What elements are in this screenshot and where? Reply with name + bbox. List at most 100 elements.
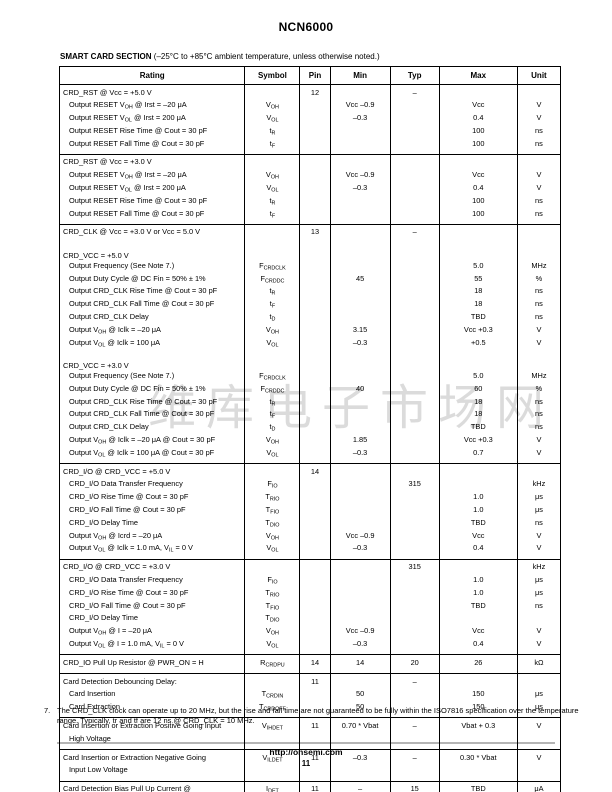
cell-pin bbox=[299, 543, 331, 560]
cell-unit: ns bbox=[516, 208, 562, 225]
cell-symbol: TDIO bbox=[244, 613, 301, 627]
table-row: Card Insertion or Extraction Positive Go… bbox=[58, 717, 562, 734]
table-row: Output VOH @ I = –20 μA VOH Vcc –0.9 Vcc V bbox=[58, 626, 562, 639]
cell-unit: ns bbox=[516, 138, 562, 155]
cell-rating: Card Detection Bias Pull Up Current @ bbox=[58, 781, 246, 792]
cell-symbol: VOH bbox=[244, 170, 301, 184]
cell-typ bbox=[389, 371, 440, 384]
table-row: Card Detection Debouncing Delay: 11 – bbox=[58, 673, 562, 690]
cell-unit: μA bbox=[516, 781, 562, 792]
cell-min bbox=[329, 396, 391, 410]
header-unit: Unit bbox=[516, 66, 562, 85]
cell-unit: ns bbox=[516, 195, 562, 209]
cell-unit: μs bbox=[516, 505, 562, 518]
cell-symbol: tF bbox=[244, 138, 301, 155]
cell-symbol: VOL bbox=[244, 183, 301, 196]
table-row: Output RESET VOH @ Irst = –20 μA VOH Vcc –… bbox=[58, 100, 562, 114]
cell-rating: Output RESET VOH @ Irst = –20 μA bbox=[58, 100, 246, 114]
cell-unit: V bbox=[516, 530, 562, 544]
cell-pin bbox=[299, 396, 331, 410]
cell-typ bbox=[389, 587, 440, 601]
table-row: CRD_VCC = +5.0 V bbox=[58, 250, 562, 261]
cell-typ bbox=[389, 240, 440, 251]
cell-symbol: VOL bbox=[244, 113, 301, 126]
cell-max: 55 bbox=[438, 273, 518, 287]
cell-typ bbox=[389, 765, 440, 782]
cell-rating: CRD_I/O Rise Time @ Cout = 30 pF bbox=[58, 492, 246, 505]
cell-rating: Input Low Voltage bbox=[58, 765, 246, 782]
cell-max: 18 bbox=[438, 286, 518, 300]
table-row: CRD_I/O Rise Time @ Cout = 30 pF TRIO 1.0 μ… bbox=[58, 587, 562, 601]
cell-rating: CRD_I/O Data Transfer Frequency bbox=[58, 574, 246, 588]
cell-pin bbox=[299, 479, 331, 493]
cell-max bbox=[438, 350, 518, 361]
cell-min bbox=[329, 154, 391, 171]
cell-typ bbox=[389, 492, 440, 505]
cell-max bbox=[438, 250, 518, 261]
cell-min bbox=[329, 733, 391, 750]
cell-unit: ns bbox=[516, 125, 562, 139]
cell-min: – bbox=[329, 781, 391, 792]
cell-rating: Card Insertion or Extraction Positive Go… bbox=[58, 717, 246, 734]
cell-typ bbox=[389, 702, 440, 718]
cell-pin bbox=[299, 733, 331, 750]
cell-typ: – bbox=[389, 224, 440, 241]
cell-min: –0.3 bbox=[329, 543, 391, 560]
cell-min: Vcc –0.9 bbox=[329, 170, 391, 184]
cell-max bbox=[438, 240, 518, 251]
cell-typ bbox=[389, 505, 440, 518]
cell-unit: ns bbox=[516, 286, 562, 300]
cell-typ bbox=[389, 208, 440, 225]
cell-symbol: FIO bbox=[244, 574, 301, 588]
cell-typ: 15 bbox=[389, 781, 440, 792]
section-heading-note: (–25°C to +85°C ambient temperature, unl… bbox=[151, 52, 380, 61]
header-max: Max bbox=[438, 66, 518, 85]
cell-max: 0.4 bbox=[438, 113, 518, 126]
cell-pin bbox=[299, 337, 331, 351]
cell-pin bbox=[299, 587, 331, 601]
table-row: Output VOL @ Iclk = 100 μA VOL –0.3 +0.5 V bbox=[58, 337, 562, 351]
table-row: Output RESET Fall Time @ Cout = 30 pF tF 1… bbox=[58, 208, 562, 225]
cell-pin bbox=[299, 125, 331, 139]
table-section: CRD_RST @ Vcc = +3.0 V Output RESET VOH @… bbox=[58, 154, 562, 225]
cell-min bbox=[329, 195, 391, 209]
cell-max bbox=[438, 765, 518, 782]
cell-symbol: FIO bbox=[244, 479, 301, 493]
cell-min: 50 bbox=[329, 689, 391, 703]
cell-min bbox=[329, 250, 391, 261]
cell-max: 0.7 bbox=[438, 447, 518, 464]
cell-min bbox=[329, 240, 391, 251]
cell-max: 100 bbox=[438, 138, 518, 155]
cell-typ bbox=[389, 350, 440, 361]
cell-min bbox=[329, 224, 391, 241]
cell-symbol: VIHDET bbox=[244, 717, 301, 734]
cell-max bbox=[438, 360, 518, 372]
cell-symbol: tF bbox=[244, 299, 301, 313]
footnote: 7. The CRD_CLK clock can operate up to 2… bbox=[44, 706, 584, 726]
cell-pin bbox=[299, 626, 331, 639]
cell-pin bbox=[299, 170, 331, 184]
cell-symbol: VOH bbox=[244, 324, 301, 338]
cell-min: 14 bbox=[329, 654, 391, 674]
cell-pin bbox=[299, 273, 331, 287]
cell-max bbox=[438, 559, 518, 575]
cell-typ bbox=[389, 183, 440, 196]
cell-min: –0.3 bbox=[329, 113, 391, 126]
cell-typ bbox=[389, 337, 440, 351]
cell-typ bbox=[389, 260, 440, 274]
cell-symbol: tF bbox=[244, 208, 301, 225]
table-section: Card Detection Debouncing Delay: 11– Card … bbox=[58, 673, 562, 718]
cell-symbol: VOH bbox=[244, 100, 301, 114]
cell-typ: 20 bbox=[389, 654, 440, 674]
cell-min bbox=[329, 479, 391, 493]
cell-unit bbox=[516, 224, 562, 241]
cell-max: TBD bbox=[438, 781, 518, 792]
cell-pin bbox=[299, 183, 331, 196]
cell-typ bbox=[389, 530, 440, 544]
cell-rating: Output CRD_CLK Rise Time @ Cout = 30 pF bbox=[58, 396, 246, 410]
cell-typ bbox=[389, 409, 440, 423]
table-row: Output CRD_CLK Fall Time @ Cout = 30 pF t… bbox=[58, 299, 562, 313]
cell-unit bbox=[516, 360, 562, 372]
table-row: Output VOH @ Iclk = –20 μA VOH 3.15 Vcc +0.… bbox=[58, 324, 562, 338]
cell-symbol: VOL bbox=[244, 447, 301, 464]
